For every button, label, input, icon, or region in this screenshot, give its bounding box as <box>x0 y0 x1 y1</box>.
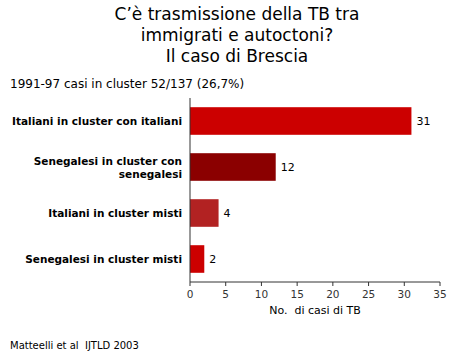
x-tick-label: 25 <box>362 288 375 300</box>
bars <box>190 107 411 273</box>
x-axis-line <box>190 282 440 283</box>
x-tick <box>440 282 441 286</box>
data-label: 4 <box>224 207 231 220</box>
x-tick <box>261 282 262 286</box>
y-axis-line <box>190 98 191 282</box>
bar <box>190 199 219 227</box>
category-label: Italiani in cluster misti <box>48 207 182 219</box>
x-tick-label: 35 <box>433 288 446 300</box>
data-label: 12 <box>281 161 295 174</box>
x-tick <box>332 282 333 286</box>
bar <box>190 107 411 135</box>
x-tick-label: 0 <box>187 288 194 300</box>
category-label: Italiani in cluster con italiani <box>12 115 182 127</box>
chart: C’è trasmissione della TB traimmigrati e… <box>0 0 474 355</box>
x-tick <box>404 282 405 286</box>
x-tick-label: 20 <box>326 288 339 300</box>
data-label: 2 <box>209 253 216 266</box>
x-tick-label: 5 <box>222 288 229 300</box>
x-tick <box>190 282 191 286</box>
x-axis-label: No. di casi di TB <box>269 304 361 317</box>
category-label: Senegalesi in cluster misti <box>25 253 182 265</box>
bar <box>190 245 204 273</box>
subtitle: 1991-97 casi in cluster 52/137 (26,7%) <box>10 77 244 91</box>
bar <box>190 153 276 181</box>
x-tick <box>225 282 226 286</box>
title: C’è trasmissione della TB traimmigrati e… <box>115 4 360 66</box>
category-label: Senegalesi in cluster consenegalesi <box>34 155 182 180</box>
x-tick <box>368 282 369 286</box>
data-label: 31 <box>416 115 430 128</box>
x-tick-label: 10 <box>255 288 268 300</box>
footnote: Matteelli et al IJTLD 2003 <box>10 340 139 351</box>
x-tick-label: 30 <box>398 288 411 300</box>
x-tick <box>297 282 298 286</box>
chart-container: C’è trasmissione della TB traimmigrati e… <box>0 0 474 355</box>
x-tick-label: 15 <box>290 288 303 300</box>
